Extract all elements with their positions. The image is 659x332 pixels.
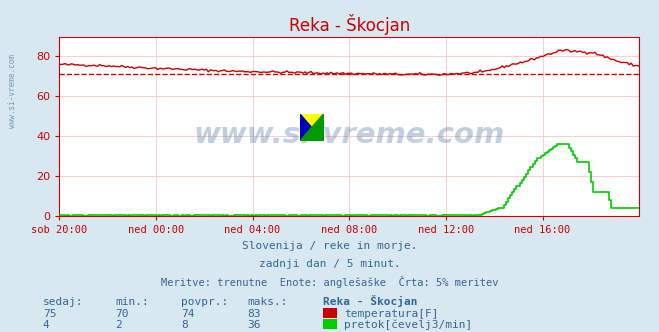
Text: 4: 4 (43, 320, 49, 330)
Text: maks.:: maks.: (247, 297, 287, 307)
Text: www.si-vreme.com: www.si-vreme.com (194, 121, 505, 149)
Text: 74: 74 (181, 309, 194, 319)
Text: temperatura[F]: temperatura[F] (344, 309, 438, 319)
Polygon shape (300, 114, 324, 141)
Text: 8: 8 (181, 320, 188, 330)
Polygon shape (300, 114, 324, 141)
Polygon shape (300, 114, 324, 141)
Title: Reka - Škocjan: Reka - Škocjan (289, 14, 410, 35)
Text: www.si-vreme.com: www.si-vreme.com (8, 54, 17, 128)
Text: povpr.:: povpr.: (181, 297, 229, 307)
Text: pretok[čevelj3/min]: pretok[čevelj3/min] (344, 319, 473, 330)
Polygon shape (300, 114, 324, 141)
Text: 70: 70 (115, 309, 129, 319)
Text: 2: 2 (115, 320, 122, 330)
Text: sedaj:: sedaj: (43, 297, 83, 307)
Text: Slovenija / reke in morje.: Slovenija / reke in morje. (242, 241, 417, 251)
Text: 75: 75 (43, 309, 56, 319)
Text: 36: 36 (247, 320, 260, 330)
Text: Reka - Škocjan: Reka - Škocjan (323, 295, 417, 307)
Text: min.:: min.: (115, 297, 149, 307)
Text: zadnji dan / 5 minut.: zadnji dan / 5 minut. (258, 259, 401, 269)
Text: 83: 83 (247, 309, 260, 319)
Text: Meritve: trenutne  Enote: anglešaške  Črta: 5% meritev: Meritve: trenutne Enote: anglešaške Črta… (161, 276, 498, 288)
